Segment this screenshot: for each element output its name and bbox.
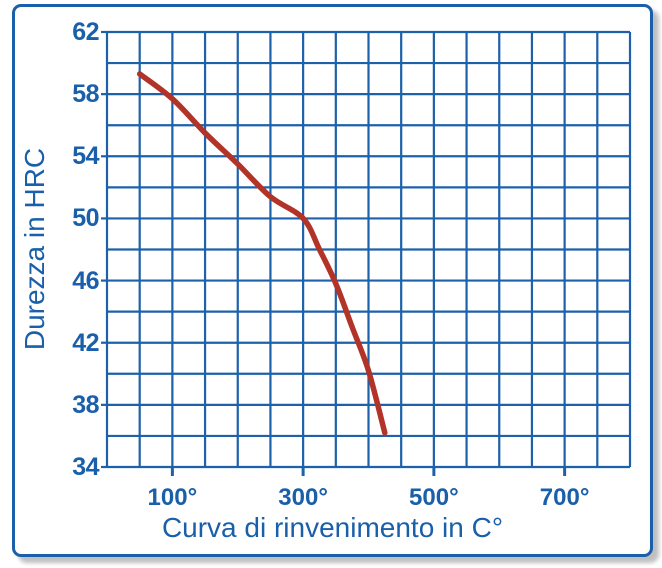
x-axis-tick-labels: 100° 300° 500° 700°: [107, 484, 630, 512]
x-tick-label: 100°: [147, 484, 198, 511]
x-tick-label: 500°: [409, 484, 459, 511]
y-axis-tick-labels: 62 58 54 50 46 42 38 34: [29, 18, 99, 481]
x-tick-label: 300°: [278, 484, 328, 511]
plot-area: [101, 30, 632, 476]
y-tick-label: 62: [72, 18, 99, 46]
y-tick-label: 46: [72, 266, 99, 295]
x-tick-label: 700°: [539, 484, 590, 511]
y-tick-label: 58: [72, 80, 99, 109]
y-tick-label: 38: [72, 390, 99, 419]
y-tick-label: 54: [72, 142, 99, 171]
y-tick-label: 42: [72, 328, 99, 357]
y-tick-label: 34: [72, 452, 99, 481]
y-tick-label: 50: [72, 204, 99, 233]
curve-curva-di-rinvenimento: [136, 71, 388, 436]
chart-frame: Durezza in HRC 62 58 54 50 46 42 38 34 1…: [12, 4, 653, 557]
x-axis-title: Curva di rinvenimento in C°: [161, 512, 504, 543]
